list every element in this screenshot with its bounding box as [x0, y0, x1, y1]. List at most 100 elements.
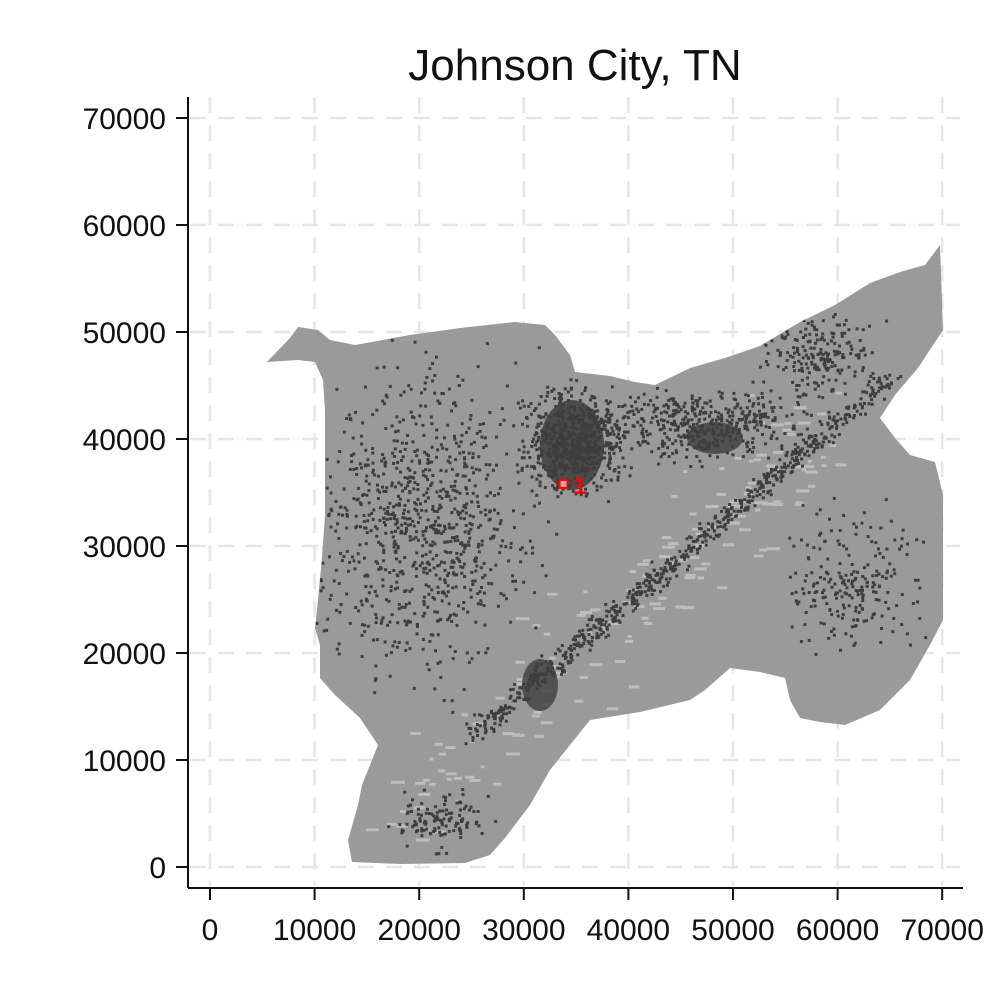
- lowland-patch: [689, 512, 697, 516]
- urban-dot: [860, 606, 864, 610]
- urban-dot: [574, 492, 578, 496]
- urban-dot: [810, 320, 814, 324]
- lowland-patch: [502, 732, 514, 736]
- urban-dot: [499, 592, 503, 596]
- urban-dot: [741, 439, 745, 443]
- urban-dot: [659, 572, 663, 576]
- urban-dot: [408, 601, 411, 605]
- urban-dot: [612, 451, 616, 455]
- urban-dot: [847, 579, 850, 583]
- urban-dot: [445, 851, 449, 855]
- urban-dot: [884, 576, 888, 580]
- urban-dot: [752, 446, 756, 449]
- urban-dot: [675, 574, 679, 578]
- urban-dot: [852, 570, 856, 574]
- urban-dot: [398, 560, 402, 564]
- urban-dot: [658, 428, 662, 432]
- urban-dot: [743, 498, 747, 502]
- urban-dot: [535, 493, 539, 497]
- urban-dot: [445, 540, 449, 544]
- urban-dot: [603, 427, 607, 431]
- urban-dot: [801, 356, 805, 360]
- urban-dot: [420, 508, 424, 512]
- urban-dot: [858, 402, 862, 406]
- urban-dot: [286, 496, 289, 500]
- urban-dot: [499, 709, 503, 713]
- urban-dot: [870, 398, 874, 402]
- urban-dot: [728, 414, 732, 418]
- urban-dot: [642, 435, 645, 439]
- urban-dot: [661, 444, 665, 448]
- urban-dot: [533, 504, 536, 508]
- lowland-patch: [727, 504, 742, 508]
- urban-dot: [393, 640, 397, 644]
- urban-dot: [664, 389, 668, 393]
- urban-dot: [472, 810, 476, 813]
- urban-dot: [501, 712, 505, 716]
- urban-dot: [677, 434, 681, 438]
- urban-dot: [824, 351, 828, 355]
- urban-dot: [425, 540, 429, 544]
- urban-dot: [357, 486, 361, 490]
- urban-dot: [635, 582, 639, 586]
- y-tick-label: 70000: [83, 103, 166, 136]
- urban-dot: [731, 453, 735, 457]
- urban-dot: [435, 455, 438, 459]
- urban-dot: [437, 507, 441, 511]
- urban-dot: [610, 385, 614, 389]
- urban-dot: [765, 481, 769, 485]
- urban-dot: [413, 820, 417, 823]
- urban-dot: [819, 576, 822, 579]
- lowland-patch: [697, 576, 704, 580]
- urban-dot: [427, 562, 431, 566]
- urban-dot: [384, 460, 388, 464]
- urban-dot: [873, 394, 877, 398]
- urban-dot: [526, 424, 530, 428]
- urban-dot: [325, 457, 329, 461]
- urban-dot: [804, 393, 808, 397]
- urban-dot: [372, 638, 375, 642]
- urban-dot: [413, 501, 417, 505]
- urban-dot: [360, 633, 364, 637]
- urban-dot: [816, 445, 820, 449]
- urban-dot: [383, 464, 387, 468]
- urban-dot: [400, 441, 404, 445]
- urban-dot: [695, 422, 699, 426]
- urban-dot: [861, 328, 865, 332]
- lowland-patch: [641, 616, 649, 620]
- urban-dot: [480, 714, 484, 718]
- urban-dot: [563, 670, 566, 674]
- urban-dot: [370, 511, 374, 515]
- urban-dot: [408, 468, 412, 472]
- urban-dot: [768, 489, 772, 493]
- urban-dot: [337, 642, 341, 646]
- urban-dot: [387, 825, 391, 829]
- urban-dot: [662, 569, 666, 572]
- urban-dot: [863, 577, 867, 581]
- urban-dot: [449, 485, 453, 488]
- axes: [187, 97, 963, 889]
- urban-dot: [454, 441, 458, 445]
- urban-dot: [797, 359, 801, 363]
- urban-dot: [875, 569, 879, 573]
- urban-dot: [528, 539, 532, 543]
- urban-dot: [437, 563, 441, 567]
- urban-dot: [442, 529, 446, 533]
- urban-dot: [461, 474, 465, 478]
- urban-dot: [382, 472, 386, 476]
- urban-dot: [357, 609, 361, 613]
- urban-dot: [741, 410, 745, 414]
- urban-dot: [425, 452, 429, 456]
- urban-dot: [740, 412, 744, 416]
- urban-dot: [375, 366, 379, 370]
- urban-dot: [850, 563, 854, 566]
- urban-dot: [457, 558, 461, 562]
- urban-dot: [813, 366, 816, 370]
- urban-dot: [477, 550, 481, 554]
- urban-dot: [726, 512, 730, 516]
- urban-dot: [892, 568, 896, 572]
- urban-dot: [793, 338, 797, 342]
- urban-dot: [629, 466, 633, 470]
- urban-dot: [713, 516, 717, 519]
- urban-dot: [674, 439, 678, 443]
